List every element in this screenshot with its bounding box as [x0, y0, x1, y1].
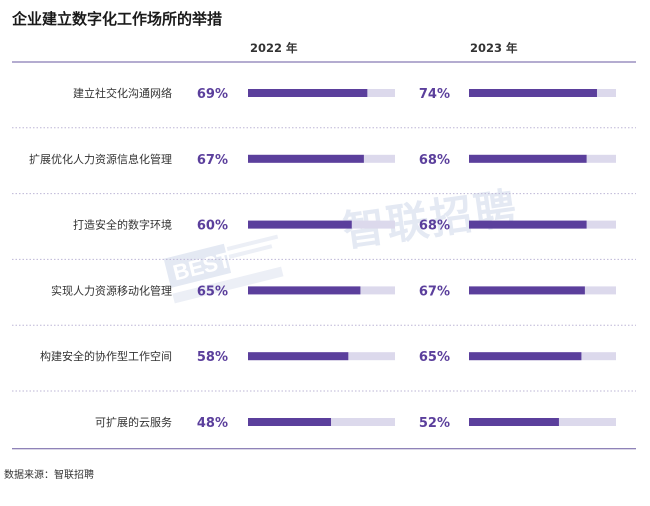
- category-label: 构建安全的协作型工作空间: [40, 349, 172, 363]
- value-label: 68%: [419, 153, 450, 168]
- value-label: 74%: [419, 87, 450, 102]
- value-label: 58%: [197, 350, 228, 365]
- value-label: 68%: [419, 219, 450, 234]
- bar: [248, 154, 364, 163]
- bar: [248, 352, 349, 361]
- category-label: 建立社交化沟通网络: [73, 86, 172, 100]
- bar: [248, 220, 352, 229]
- value-label: 60%: [197, 219, 228, 234]
- year-header-2022: 2022 年: [250, 41, 298, 55]
- value-label: 52%: [419, 416, 450, 431]
- bar: [469, 220, 587, 229]
- category-label: 可扩展的云服务: [95, 415, 172, 429]
- bar: [469, 286, 585, 295]
- category-label: 实现人力资源移动化管理: [51, 283, 172, 297]
- value-label: 67%: [419, 284, 450, 299]
- category-label: 扩展优化人力资源信息化管理: [29, 152, 172, 166]
- category-label: 打造安全的数字环境: [73, 218, 172, 232]
- bar: [469, 89, 597, 97]
- chart-title: 企业建立数字化工作场所的举措: [12, 10, 223, 28]
- bar: [248, 418, 332, 426]
- value-label: 69%: [197, 87, 228, 102]
- bar: [248, 89, 368, 97]
- year-header-2023: 2023 年: [470, 41, 518, 55]
- bar: [469, 352, 582, 361]
- bar: [469, 418, 559, 426]
- bar: [469, 154, 587, 163]
- value-label: 48%: [197, 416, 228, 431]
- value-label: 65%: [419, 350, 450, 365]
- best-logo-watermark: BEST: [160, 224, 291, 313]
- value-label: 67%: [197, 153, 228, 168]
- value-label: 65%: [197, 284, 228, 299]
- bar: [248, 286, 361, 295]
- data-source: 数据来源：智联招聘: [4, 470, 94, 481]
